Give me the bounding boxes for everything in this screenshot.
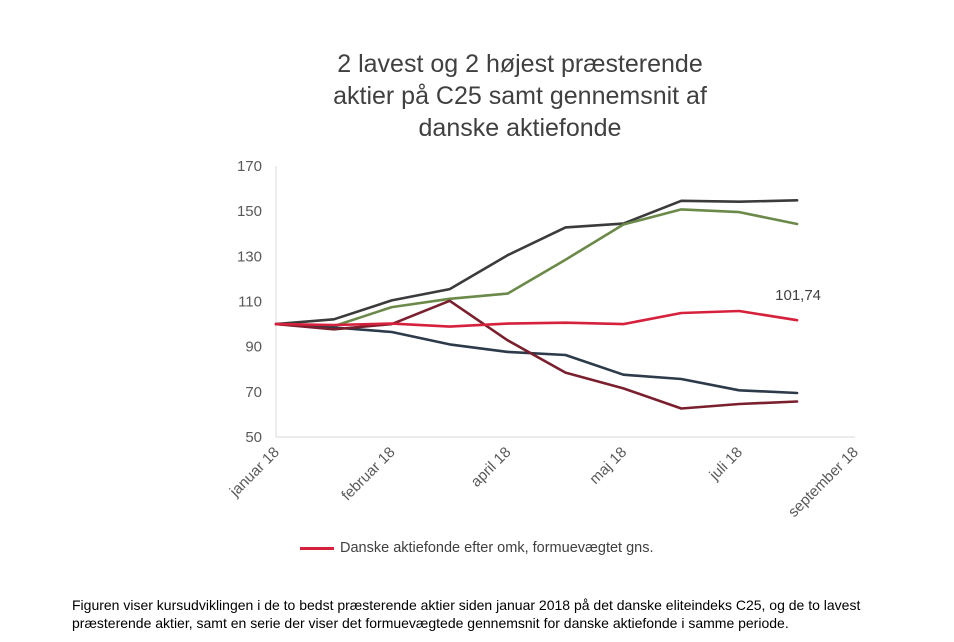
x-tick-label: juli 18 <box>706 444 746 484</box>
legend-swatch <box>300 546 334 550</box>
chart-title-line-3: danske aktiefonde <box>418 114 622 142</box>
x-tick-label: april 18 <box>468 444 515 491</box>
x-tick-label: maj 18 <box>586 444 630 488</box>
series-line-1 <box>274 199 799 326</box>
x-tick-label: februar 18 <box>338 444 398 504</box>
x-tick-label: september 18 <box>785 444 862 521</box>
figure-caption: Figuren viser kursudviklingen i de to be… <box>72 597 861 631</box>
y-tick-label: 110 <box>238 294 262 311</box>
data-label-end: 101,74 <box>775 287 821 304</box>
chart-title-line-1: 2 lavest og 2 højest præsterende <box>337 50 703 78</box>
chart-title-line-2: aktier på C25 samt gennemsnit af <box>333 82 707 110</box>
chart-title: 2 lavest og 2 højest præsterende aktier … <box>230 48 810 144</box>
y-tick-label: 50 <box>245 429 262 446</box>
series-lines <box>274 199 799 410</box>
y-tick-label: 70 <box>245 384 262 401</box>
legend-label: Danske aktiefonde efter omk, formuevægte… <box>340 540 654 556</box>
series-line-3 <box>274 322 799 395</box>
y-tick-label: 150 <box>237 203 262 220</box>
series-line-4 <box>274 299 799 410</box>
y-tick-label: 170 <box>237 158 262 175</box>
series-line-2 <box>274 208 799 328</box>
x-tick-label: januar 18 <box>226 444 283 501</box>
y-tick-label: 90 <box>245 339 262 356</box>
y-tick-label: 130 <box>237 248 262 265</box>
data-labels: 101,74 <box>775 287 821 304</box>
legend: Danske aktiefonde efter omk, formuevægte… <box>300 540 654 556</box>
series-line-danske-aktiefonde <box>274 309 799 328</box>
